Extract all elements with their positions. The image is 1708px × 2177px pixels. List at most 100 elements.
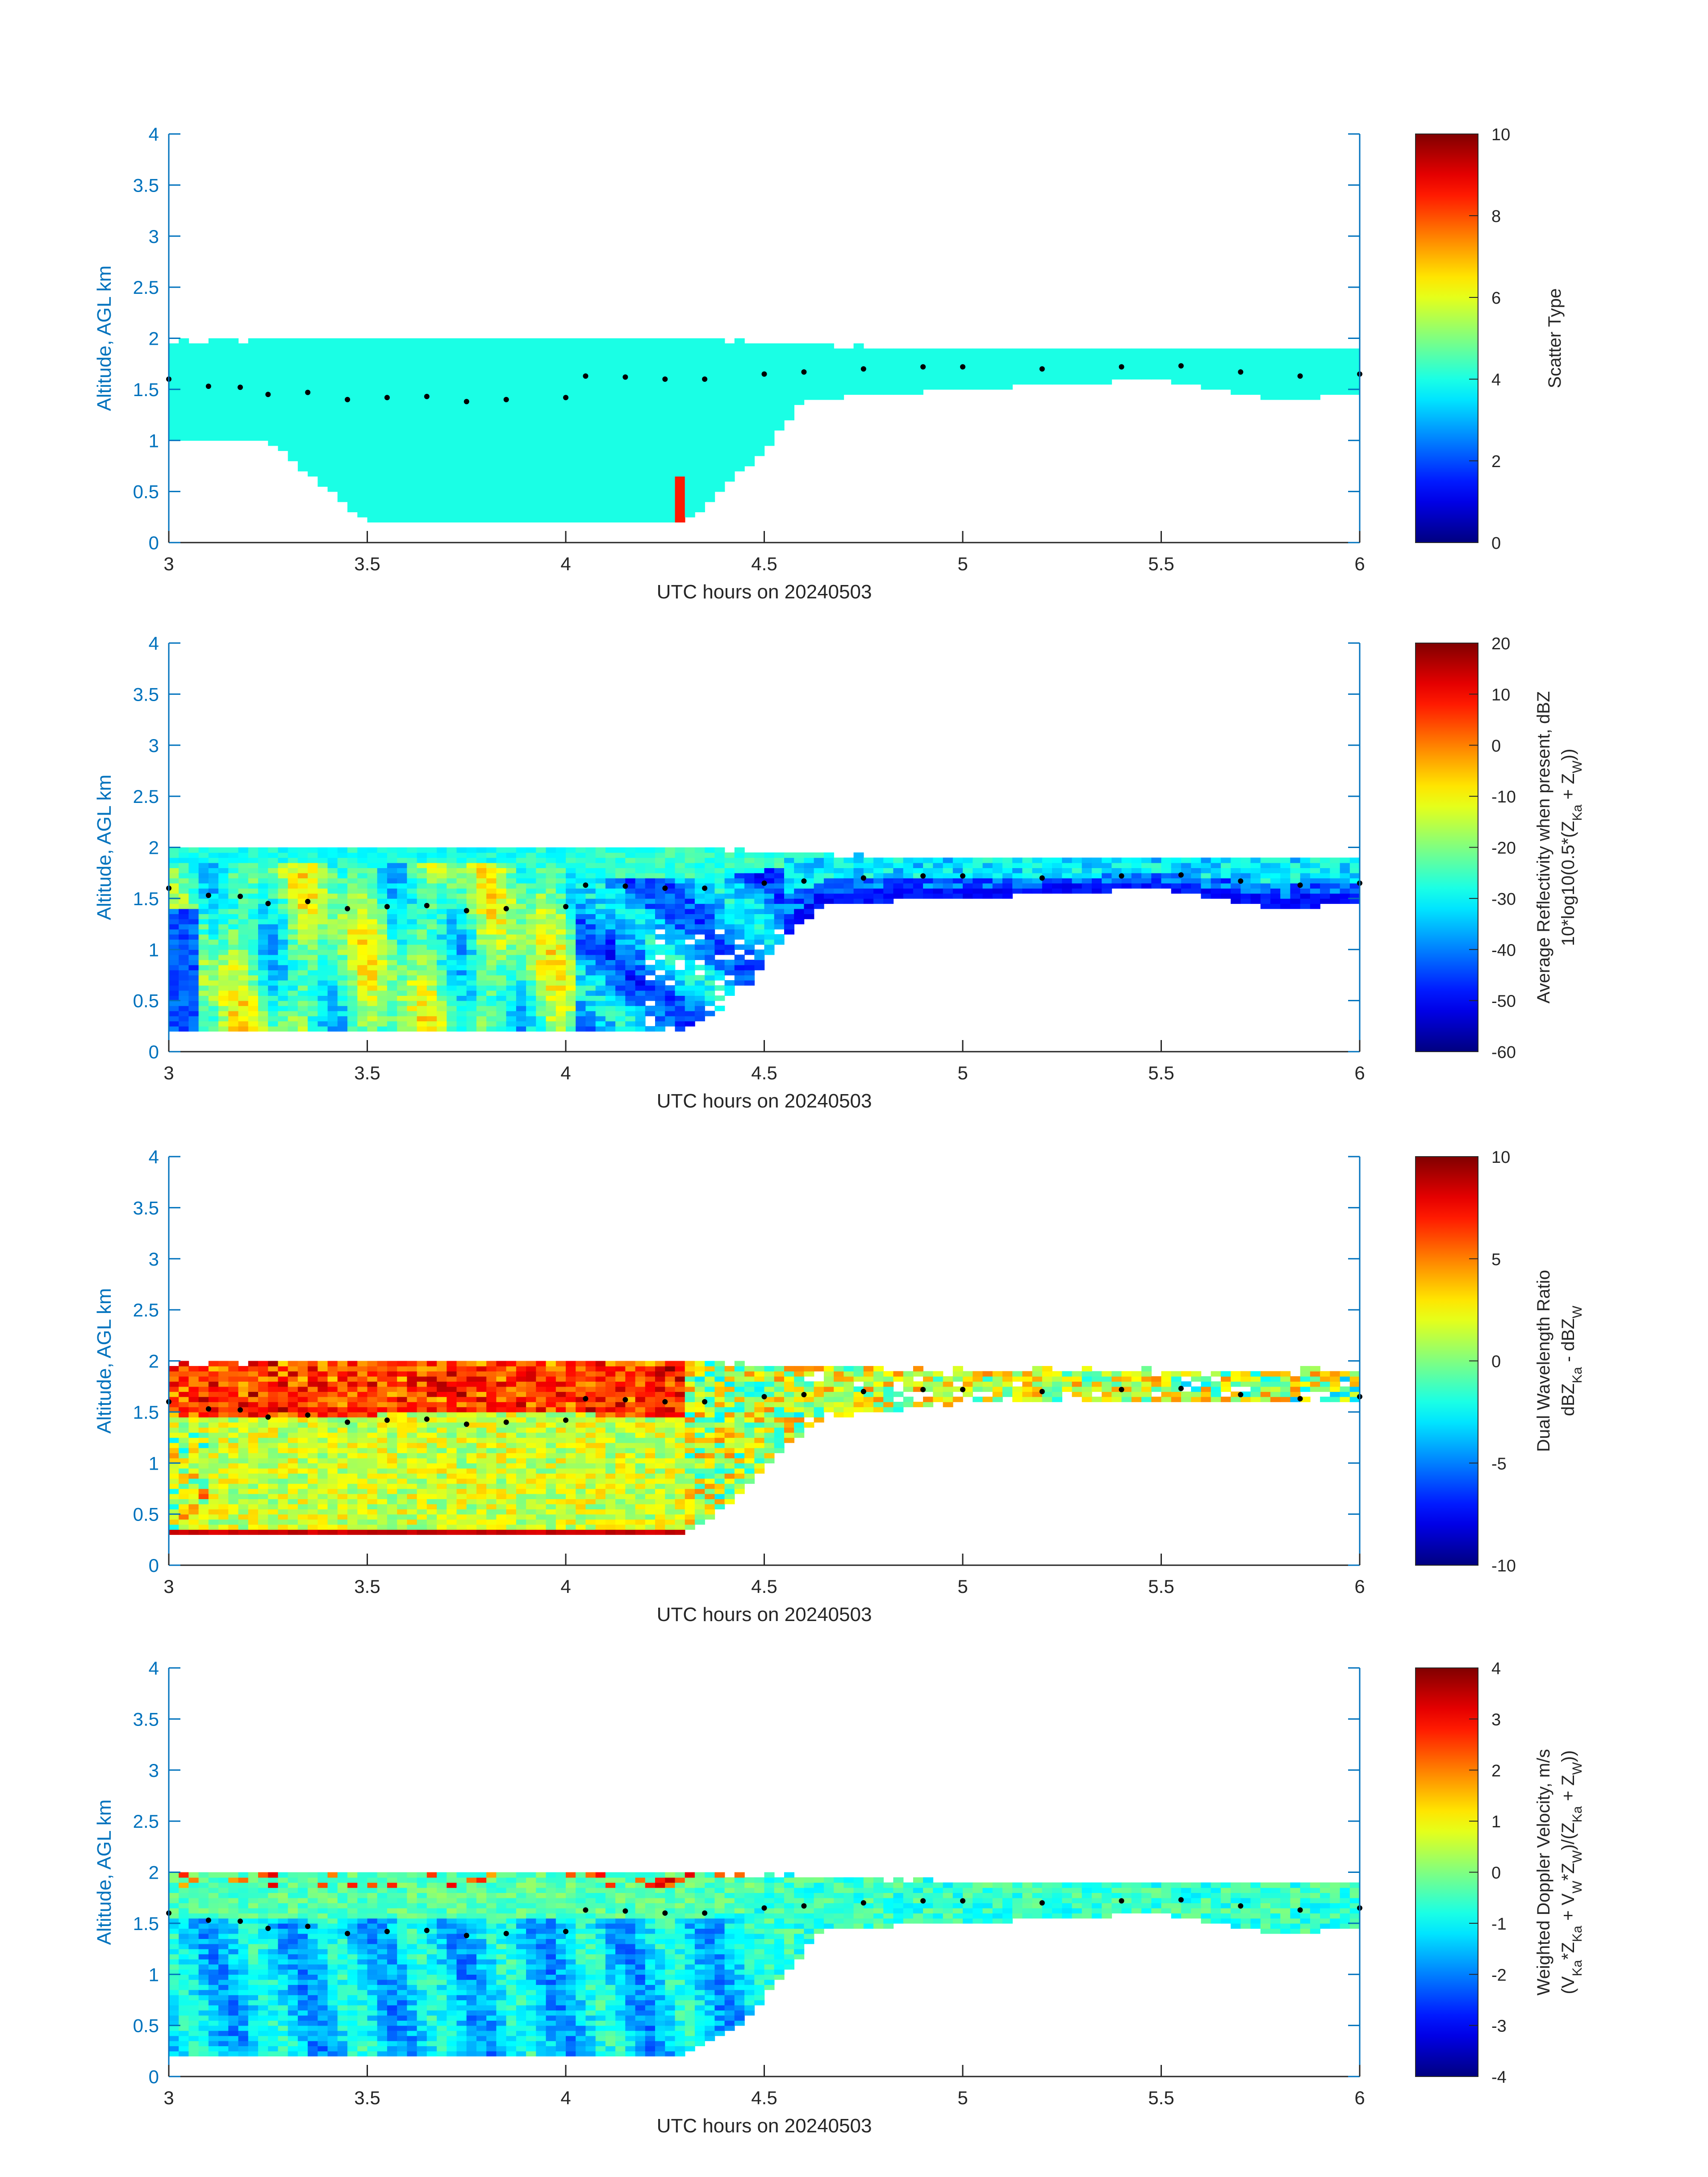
heatmap-cell-284 (238, 862, 249, 868)
heatmap-cell-2240 (1201, 369, 1211, 375)
heatmap-cell-103 (188, 868, 199, 873)
heatmap-cell-615 (337, 1011, 348, 1016)
heatmap-cell-1773 (724, 405, 735, 410)
heatmap-cell-151 (238, 364, 249, 369)
heatmap-cell-1228 (566, 353, 576, 359)
heatmap-cell-2321 (1290, 379, 1301, 385)
heatmap-cell-1432 (625, 415, 636, 421)
heatmap-cell-684 (417, 374, 427, 380)
heatmap-cell-1229 (566, 348, 576, 354)
heatmap-cell-1732 (645, 990, 656, 996)
heatmap-cell-2353 (1320, 364, 1331, 369)
heatmap-cell-1628 (685, 512, 695, 518)
heatmap-cell-1455 (566, 949, 576, 955)
heatmap-cell-575 (317, 847, 328, 853)
heatmap-cell-2200 (1141, 364, 1152, 369)
heatmap-cell-497 (367, 409, 378, 415)
heatmap-cell-1705 (635, 960, 646, 965)
heatmap-cell-1443 (625, 359, 636, 364)
heatmap-cell-1867 (764, 394, 775, 400)
heatmap-cell-1011 (506, 359, 517, 364)
heatmap-cell-1787 (734, 461, 745, 467)
heatmap-cell-802 (456, 506, 467, 513)
heatmap-cell-1575 (595, 888, 606, 894)
heatmap-cell-877 (407, 960, 418, 965)
heatmap-cell-1327 (595, 399, 606, 405)
heatmap-cell-248 (288, 409, 298, 415)
heatmap-cell-62 (179, 893, 189, 899)
heatmap-cell-1033 (516, 430, 526, 436)
heatmap-cell-696 (426, 497, 437, 502)
heatmap-cell-1354 (536, 914, 547, 919)
heatmap-cell-1586 (605, 1015, 616, 1022)
heatmap-cell-1269 (585, 512, 596, 518)
heatmap-cell-83 (208, 405, 219, 410)
heatmap-cell-1612 (675, 415, 685, 421)
heatmap-cell-448 (357, 476, 368, 482)
heatmap-cell-1341 (605, 512, 616, 518)
heatmap-cell-1436 (625, 394, 636, 400)
heatmap-cell-1342 (536, 975, 547, 981)
heatmap-cell-1493 (576, 939, 586, 945)
heatmap-cell-2067 (952, 359, 963, 364)
heatmap-cell-650 (347, 1015, 358, 1022)
heatmap-cell-2041 (744, 939, 755, 945)
heatmap-cell-464 (288, 862, 298, 868)
heatmap-cell-1097 (536, 471, 547, 477)
heatmap-cell-78 (208, 430, 219, 436)
heatmap-cell-957 (426, 919, 437, 924)
heatmap-cell-986 (437, 954, 447, 960)
heatmap-cell-1133 (476, 939, 487, 945)
heatmap-cell-2298 (1270, 394, 1281, 400)
heatmap-cell-1008 (506, 374, 517, 380)
heatmap-cell-1913 (694, 898, 705, 904)
heatmap-cell-1501 (576, 898, 586, 904)
heatmap-cell-1690 (625, 852, 636, 858)
heatmap-cell-26 (169, 893, 179, 899)
heatmap-cell-241 (228, 898, 239, 904)
heatmap-cell-220 (228, 1006, 239, 1011)
cloud-dot-8 (464, 399, 469, 405)
cloud-dot-15 (761, 371, 767, 377)
heatmap-cell-198 (218, 934, 229, 940)
heatmap-cell-1845 (675, 914, 685, 919)
heatmap-cell-964 (426, 883, 437, 889)
heatmap-cell-1326 (595, 405, 606, 410)
heatmap-cell-352 (258, 883, 268, 889)
heatmap-cell-2493 (1240, 898, 1251, 904)
heatmap-cell-1345 (536, 960, 547, 965)
heatmap-cell-789 (377, 857, 388, 863)
heatmap-cell-1031 (447, 908, 457, 914)
heatmap-cell-999 (506, 420, 517, 426)
heatmap-cell-180 (258, 415, 268, 421)
heatmap-cell-681 (417, 389, 427, 395)
heatmap-cell-319 (317, 466, 328, 472)
heatmap-cell-1775 (655, 924, 665, 930)
heatmap-cell-2170 (814, 857, 824, 863)
heatmap-cell-1866 (685, 985, 695, 991)
heatmap-cell-2328 (1002, 878, 1013, 884)
heatmap-cell-202 (268, 409, 279, 415)
colorbar-tick-label-1: 2 (1491, 452, 1501, 471)
heatmap-cell-666 (417, 466, 427, 472)
heatmap-cell-2326 (1290, 353, 1301, 359)
heatmap-cell-1320 (526, 903, 537, 909)
heatmap-cell-2273 (1240, 374, 1251, 380)
heatmap-cell-102 (188, 873, 199, 878)
heatmap-cell-1579 (595, 868, 606, 873)
heatmap-cell-1610 (605, 893, 616, 899)
heatmap-cell-2167 (1091, 374, 1102, 380)
heatmap-cell-657 (347, 980, 358, 986)
heatmap-cell-630 (407, 466, 418, 472)
heatmap-cell-2138 (794, 898, 805, 904)
heatmap-cell-2517 (1260, 873, 1271, 878)
heatmap-cell-622 (337, 975, 348, 981)
heatmap-cell-528 (377, 435, 388, 441)
heatmap-cell-1277 (516, 939, 526, 945)
heatmap-cell-294 (248, 995, 259, 1001)
heatmap-cell-812 (387, 924, 397, 930)
heatmap-cell-1997 (873, 369, 884, 375)
heatmap-cell-1445 (625, 348, 636, 354)
heatmap-cell-724 (367, 1006, 378, 1011)
heatmap-cell-790 (377, 852, 388, 858)
